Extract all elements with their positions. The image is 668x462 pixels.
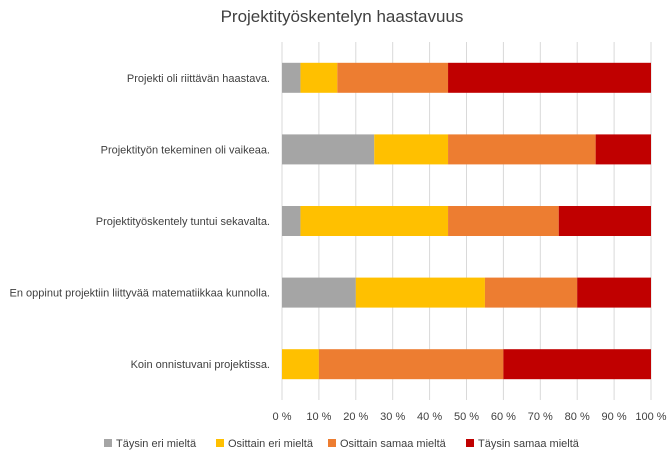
bar-segment bbox=[282, 206, 301, 236]
x-tick-label: 100 % bbox=[635, 411, 666, 423]
bar-segment bbox=[484, 277, 578, 308]
x-tick-label: 50 % bbox=[454, 411, 479, 423]
x-tick-label: 30 % bbox=[380, 411, 405, 423]
bar-segment bbox=[448, 62, 651, 93]
x-tick-label: 0 % bbox=[273, 411, 292, 423]
bar-segment bbox=[448, 134, 596, 165]
bar-segment bbox=[595, 134, 651, 165]
category-label: En oppinut projektiin liittyvää matemati… bbox=[10, 288, 270, 300]
bar-segment bbox=[282, 277, 356, 308]
bar-segment bbox=[577, 277, 651, 308]
bar-segment bbox=[282, 349, 319, 380]
category-label: Projektityöskentely tuntui sekavalta. bbox=[96, 216, 270, 228]
bar-segment bbox=[318, 349, 504, 380]
legend-label: Osittain eri mieltä bbox=[228, 438, 314, 450]
x-tick-label: 60 % bbox=[491, 411, 516, 423]
bar-segment bbox=[282, 62, 301, 93]
bar-segment bbox=[300, 62, 338, 93]
bar-segment bbox=[282, 134, 375, 165]
bar-segment bbox=[503, 349, 651, 380]
chart-title: Projektityöskentelyn haastavuus bbox=[221, 7, 464, 26]
x-tick-label: 20 % bbox=[343, 411, 368, 423]
x-tick-label: 90 % bbox=[602, 411, 627, 423]
bar-segment bbox=[448, 206, 559, 236]
x-tick-label: 10 % bbox=[306, 411, 331, 423]
bars bbox=[282, 62, 651, 380]
bar-segment bbox=[337, 62, 449, 93]
legend-swatch bbox=[104, 439, 112, 447]
category-label: Projektityön tekeminen oli vaikeaa. bbox=[101, 144, 270, 156]
legend-swatch bbox=[216, 439, 224, 447]
bar-segment bbox=[374, 134, 449, 165]
legend-label: Täysin samaa mieltä bbox=[478, 438, 580, 450]
x-tick-label: 70 % bbox=[528, 411, 553, 423]
legend: Täysin eri mieltä Osittain eri mieltä Osit… bbox=[104, 438, 580, 450]
legend-swatch bbox=[328, 439, 336, 447]
bar-segment bbox=[558, 206, 651, 236]
bar-segment bbox=[355, 277, 485, 308]
category-label: Koin onnistuvani projektissa. bbox=[131, 359, 270, 371]
bar-segment bbox=[300, 206, 449, 236]
legend-label: Täysin eri mieltä bbox=[116, 438, 197, 450]
x-tick-labels: 0 % 10 % 20 % 30 % 40 % 50 % 60 % 70 % 80 % 90 % 1… bbox=[273, 411, 667, 423]
category-labels: Projekti oli riittävän haastava. Projekti… bbox=[10, 73, 270, 371]
legend-swatch bbox=[466, 439, 474, 447]
legend-label: Osittain samaa mieltä bbox=[340, 438, 447, 450]
category-label: Projekti oli riittävän haastava. bbox=[127, 73, 270, 85]
x-tick-label: 80 % bbox=[565, 411, 590, 423]
x-tick-label: 40 % bbox=[417, 411, 442, 423]
